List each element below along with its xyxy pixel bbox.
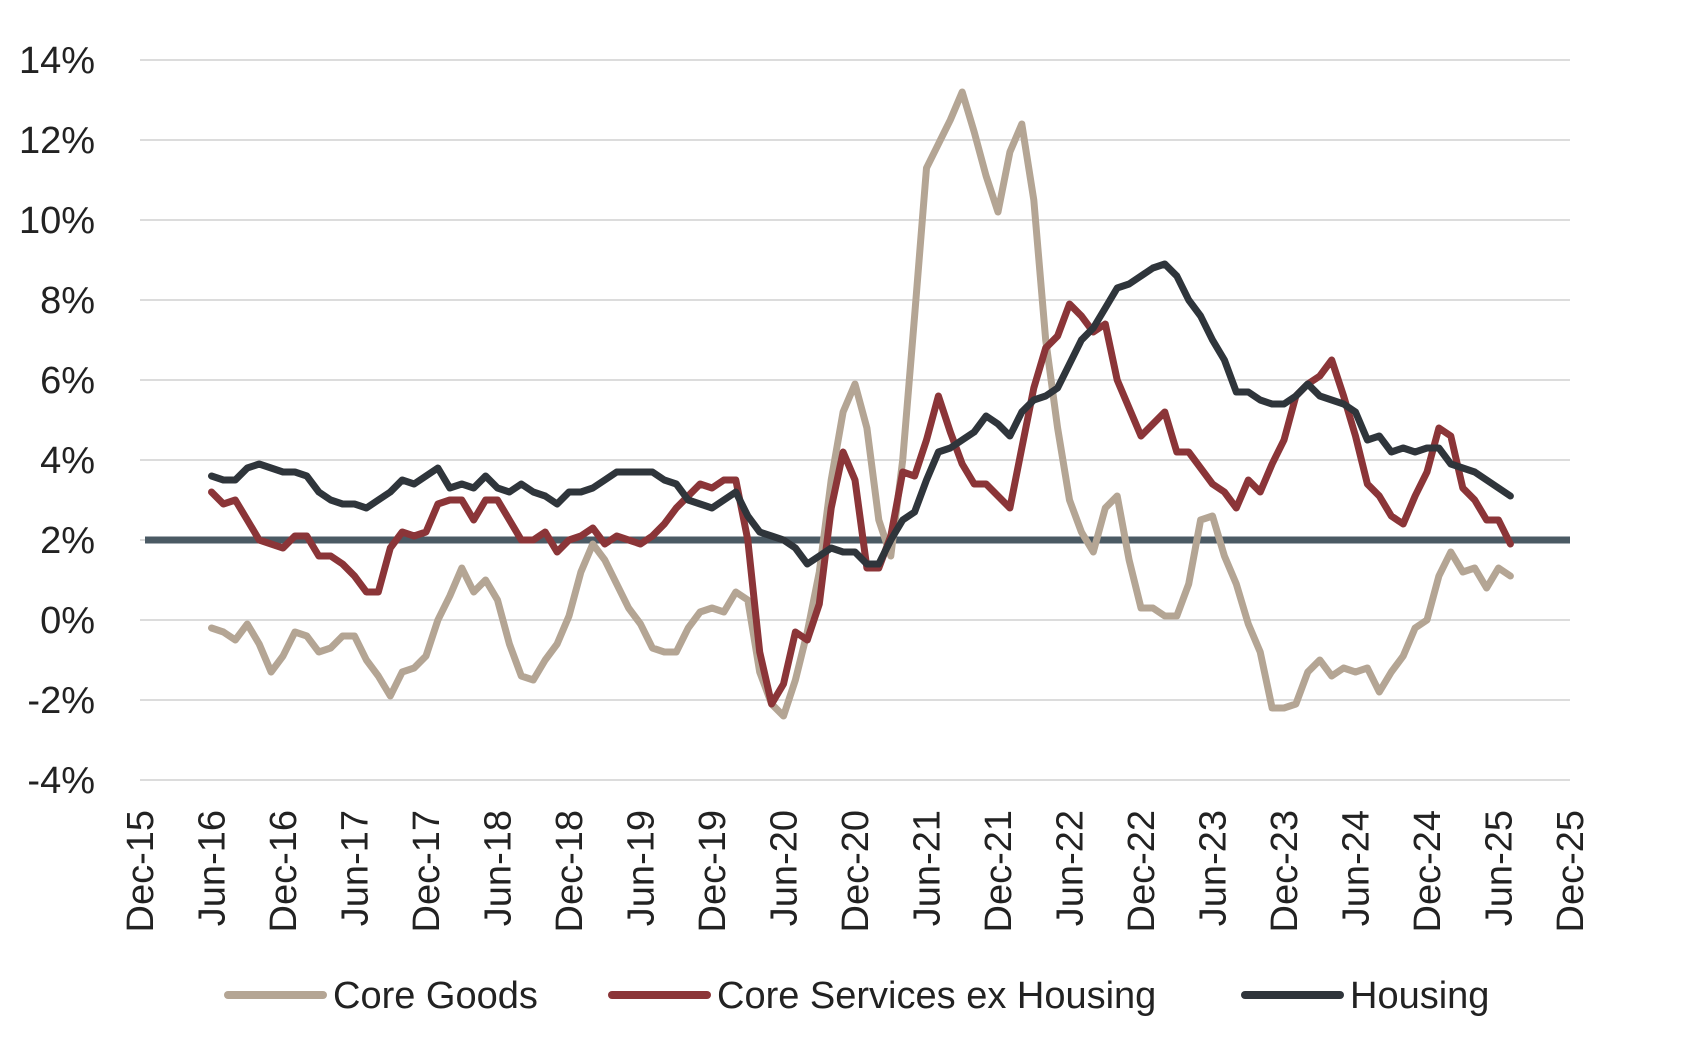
x-tick-label: Dec-18: [549, 810, 591, 933]
x-tick-label: Dec-19: [692, 810, 734, 933]
y-tick-label: 12%: [19, 120, 95, 162]
y-axis: -4% -2% 0% 2% 4% 6% 8% 10% 12% 14%: [19, 40, 95, 802]
x-tick-label: Jun-17: [335, 810, 377, 926]
y-tick-label: 14%: [19, 40, 95, 82]
y-tick-label: 10%: [19, 200, 95, 242]
x-tick-label: Dec-23: [1264, 810, 1306, 933]
legend: Core Goods Core Services ex Housing Housin…: [224, 975, 1489, 1017]
x-axis: Dec-15 Jun-16 Dec-16 Jun-17 Dec-17 Jun-18 Dec-…: [120, 810, 1592, 933]
x-tick-label: Jun-24: [1336, 810, 1378, 926]
x-tick-label: Dec-15: [120, 810, 162, 933]
x-tick-label: Dec-17: [406, 810, 448, 933]
x-tick-label: Jun-20: [764, 810, 806, 926]
x-tick-label: Dec-25: [1550, 810, 1592, 933]
x-tick-label: Dec-21: [978, 810, 1020, 933]
legend-label-core-services-ex-housing: Core Services ex Housing: [717, 975, 1156, 1017]
y-tick-label: 8%: [40, 280, 95, 322]
series-line-housing: [208, 260, 1514, 568]
y-tick-label: -2%: [27, 680, 95, 722]
x-tick-label: Jun-22: [1050, 810, 1092, 926]
x-tick-label: Dec-20: [835, 810, 877, 933]
legend-label-housing: Housing: [1350, 975, 1489, 1017]
x-tick-label: Jun-21: [907, 810, 949, 926]
series-line-core-goods: [208, 88, 1514, 720]
x-tick-label: Jun-19: [621, 810, 663, 926]
x-tick-label: Jun-23: [1193, 810, 1235, 926]
y-tick-label: -4%: [27, 760, 95, 802]
x-tick-label: Dec-22: [1121, 810, 1163, 933]
series-group: [208, 88, 1514, 720]
x-tick-label: Jun-18: [478, 810, 520, 926]
legend-label-core-goods: Core Goods: [333, 975, 538, 1017]
x-tick-label: Jun-16: [192, 810, 234, 926]
y-tick-label: 4%: [40, 440, 95, 482]
y-tick-label: 2%: [40, 520, 95, 562]
y-tick-label: 0%: [40, 600, 95, 642]
series-line-core-services-ex-housing: [208, 300, 1514, 708]
x-tick-label: Jun-25: [1479, 810, 1521, 926]
x-tick-label: Dec-24: [1407, 810, 1449, 933]
y-tick-label: 6%: [40, 360, 95, 402]
x-tick-label: Dec-16: [263, 810, 305, 933]
